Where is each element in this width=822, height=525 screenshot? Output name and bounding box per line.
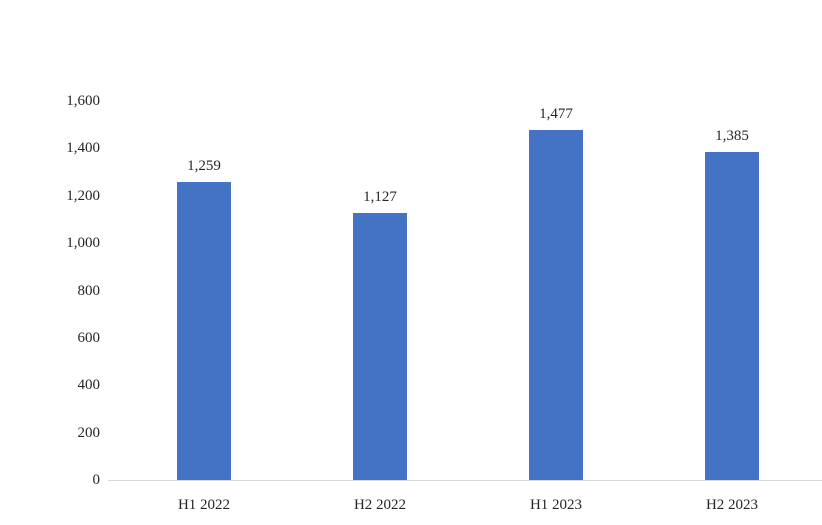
bar — [705, 151, 759, 480]
x-tick-label: H2 2022 — [353, 497, 407, 513]
bar-slot: 1,127 — [292, 101, 468, 480]
y-tick-label: 1,000 — [66, 235, 100, 252]
bar-value-label: 1,127 — [363, 189, 397, 206]
x-tick-label: H1 2022 — [177, 497, 231, 513]
bar-slot: 1,385 — [644, 101, 820, 480]
y-tick-label: 600 — [77, 329, 101, 346]
bar — [353, 213, 407, 480]
bar-value-label: 1,477 — [539, 106, 573, 123]
bar-slot: 1,259 — [116, 101, 292, 480]
x-axis-line — [108, 480, 822, 481]
y-tick-label: 1,400 — [66, 140, 100, 157]
x-tick-label: H1 2023 — [529, 497, 583, 513]
y-tick-label: 0 — [92, 472, 101, 488]
bar-value-label: 1,259 — [187, 157, 221, 174]
x-tick-label: H2 2023 — [705, 497, 759, 513]
y-tick-label: 1,600 — [66, 93, 100, 109]
bar — [529, 130, 583, 480]
plot-area: 1,259 1,127 1,477 1,385 — [116, 101, 820, 480]
y-tick-label: 800 — [77, 282, 101, 299]
x-axis-labels: H1 2022 H2 2022 H1 2023 H2 2023 — [116, 496, 820, 514]
bar-slot: 1,477 — [468, 101, 644, 480]
bar — [177, 181, 231, 480]
y-tick-label: 200 — [77, 424, 101, 441]
y-tick-label: 1,200 — [66, 187, 100, 204]
y-tick-label: 400 — [77, 377, 101, 394]
bar-value-label: 1,385 — [715, 127, 749, 144]
